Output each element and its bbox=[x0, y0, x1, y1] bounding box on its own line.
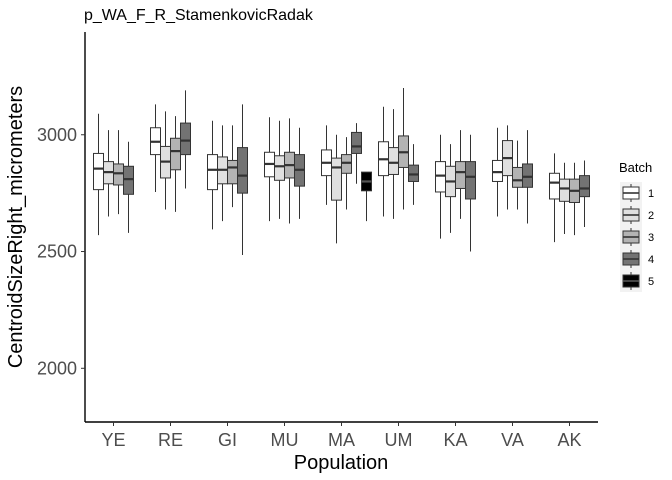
box-batch-1-RE bbox=[150, 104, 161, 192]
box-batch-2-AK bbox=[559, 162, 570, 235]
box-iqr bbox=[93, 152, 104, 191]
box-iqr bbox=[492, 159, 503, 182]
box-iqr bbox=[435, 161, 446, 193]
x-tick-label: RE bbox=[158, 430, 183, 450]
box-batch-4-MA bbox=[351, 123, 362, 184]
box-batch-4-YE bbox=[123, 141, 134, 233]
y-tick-label: 2000 bbox=[37, 358, 77, 378]
legend: Batch 1 2 3 4 5 bbox=[619, 160, 654, 292]
x-tick-label: GI bbox=[218, 430, 237, 450]
box-batch-3-AK bbox=[569, 162, 580, 236]
box-iqr bbox=[274, 155, 285, 181]
chart-title: p_WA_F_R_StamenkovicRadak bbox=[84, 7, 314, 24]
box-iqr bbox=[465, 161, 476, 200]
x-tick-label: UM bbox=[385, 430, 413, 450]
box-batch-1-GI bbox=[207, 120, 218, 230]
box-batch-4-AK bbox=[579, 160, 590, 227]
box-batch-1-VA bbox=[492, 127, 503, 217]
box-iqr bbox=[512, 166, 523, 188]
box-iqr bbox=[388, 147, 399, 175]
box-iqr bbox=[123, 165, 134, 195]
box-batch-1-MU bbox=[264, 117, 275, 222]
y-tick-label: 2500 bbox=[37, 242, 77, 262]
legend-label: 5 bbox=[648, 276, 654, 288]
legend-item-3: 3 bbox=[620, 226, 654, 248]
box-batch-2-KA bbox=[445, 144, 456, 233]
box-iqr bbox=[237, 147, 248, 194]
box-iqr bbox=[331, 157, 342, 201]
x-tick-label: MU bbox=[271, 430, 299, 450]
box-batch-4-UM bbox=[408, 144, 419, 205]
x-tick-label: YE bbox=[101, 430, 125, 450]
box-iqr bbox=[207, 154, 218, 191]
legend-item-2: 2 bbox=[620, 204, 654, 226]
legend-item-1: 1 bbox=[620, 182, 654, 204]
box-iqr bbox=[579, 175, 590, 198]
box-iqr bbox=[170, 137, 181, 171]
x-tick-label: AK bbox=[557, 430, 581, 450]
box-iqr bbox=[522, 163, 533, 188]
y-axis-title: CentroidSizeRight_micrometers bbox=[5, 86, 27, 368]
box-batch-2-VA bbox=[502, 125, 513, 210]
legend-title: Batch bbox=[619, 160, 652, 175]
x-tick-label: KA bbox=[443, 430, 467, 450]
box-iqr bbox=[408, 164, 419, 182]
x-axis-title: Population bbox=[294, 452, 389, 474]
legend-label: 3 bbox=[648, 232, 654, 244]
legend-label: 4 bbox=[648, 254, 654, 266]
box-iqr bbox=[227, 159, 238, 185]
box-batch-3-UM bbox=[398, 88, 409, 210]
box-batch-1-KA bbox=[435, 134, 446, 239]
x-tick-label: VA bbox=[501, 430, 524, 450]
box-batch-3-MA bbox=[341, 137, 352, 210]
box-iqr bbox=[559, 178, 570, 202]
box-iqr bbox=[351, 131, 362, 154]
box-batch-1-UM bbox=[378, 106, 389, 217]
box-batch-2-MA bbox=[331, 134, 342, 244]
y-tick-label: 3000 bbox=[37, 125, 77, 145]
box-iqr bbox=[113, 163, 124, 186]
legend-item-4: 4 bbox=[620, 248, 654, 270]
box-iqr bbox=[549, 172, 560, 200]
box-batch-4-GI bbox=[237, 104, 248, 256]
legend-item-5: 5 bbox=[620, 270, 654, 292]
legend-label: 2 bbox=[648, 210, 654, 222]
plot-area bbox=[93, 88, 590, 256]
box-batch-4-KA bbox=[465, 134, 476, 252]
x-tick-label: MA bbox=[328, 430, 355, 450]
box-batch-3-MU bbox=[284, 118, 295, 224]
legend-label: 1 bbox=[648, 188, 654, 200]
box-batch-4-MU bbox=[294, 127, 305, 219]
box-iqr bbox=[455, 161, 466, 189]
box-iqr bbox=[341, 154, 352, 174]
box-batch-5-MA bbox=[361, 171, 372, 222]
box-iqr bbox=[180, 122, 191, 156]
box-batch-3-KA bbox=[455, 130, 466, 219]
axes: 2000 2500 3000 YE RE GI MU MA UM KA VA AK bbox=[37, 32, 598, 450]
box-batch-4-VA bbox=[522, 130, 533, 224]
box-batch-4-RE bbox=[180, 90, 191, 189]
